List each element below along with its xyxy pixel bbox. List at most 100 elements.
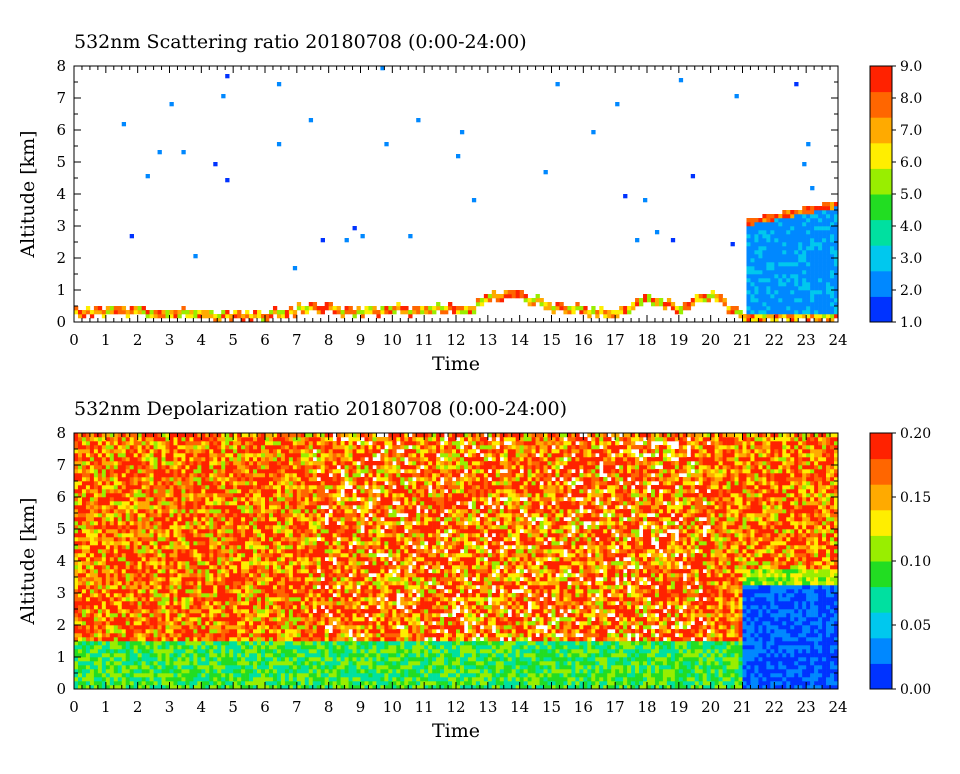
data-cell xyxy=(225,589,229,593)
data-cell xyxy=(225,629,229,633)
data-cell xyxy=(289,661,293,665)
data-cell xyxy=(122,617,126,621)
data-cell xyxy=(790,294,794,298)
data-cell xyxy=(209,621,213,625)
data-cell xyxy=(166,565,170,569)
data-cell xyxy=(74,513,78,517)
data-cell xyxy=(78,569,82,573)
data-cell xyxy=(142,673,146,677)
data-cell xyxy=(798,270,802,274)
data-cell xyxy=(241,641,245,645)
data-cell xyxy=(237,437,241,441)
data-cell xyxy=(217,433,221,437)
data-cell xyxy=(130,473,134,477)
data-cell xyxy=(197,497,201,501)
data-cell xyxy=(90,605,94,609)
data-cell xyxy=(94,477,98,481)
data-cell xyxy=(245,677,249,681)
data-cell xyxy=(150,585,154,589)
data-cell xyxy=(225,661,229,665)
data-cell xyxy=(142,310,146,314)
data-cell xyxy=(162,569,166,573)
data-cell xyxy=(229,601,233,605)
data-cell xyxy=(289,617,293,621)
data-cell xyxy=(416,118,420,122)
data-cell xyxy=(146,549,150,553)
data-cell xyxy=(130,585,134,589)
data-cell xyxy=(663,306,667,310)
data-cell xyxy=(229,641,233,645)
data-cell xyxy=(281,469,285,473)
data-cell xyxy=(181,489,185,493)
data-cell xyxy=(122,593,126,597)
data-cell xyxy=(154,469,158,473)
data-cell xyxy=(826,250,830,254)
data-cell xyxy=(94,617,98,621)
data-cell xyxy=(798,302,802,306)
data-cell xyxy=(265,469,269,473)
data-cell xyxy=(86,445,90,449)
data-cell xyxy=(261,533,265,537)
data-cell xyxy=(209,593,213,597)
data-cell xyxy=(277,453,281,457)
data-cell xyxy=(98,306,102,310)
data-cell xyxy=(221,597,225,601)
data-cell xyxy=(74,593,78,597)
data-cell xyxy=(229,657,233,661)
data-cell xyxy=(78,641,82,645)
data-cell xyxy=(269,561,273,565)
data-cell xyxy=(102,441,106,445)
data-cell xyxy=(118,533,122,537)
data-cell xyxy=(134,549,138,553)
data-cell xyxy=(269,537,273,541)
data-cell xyxy=(758,242,762,246)
data-cell xyxy=(146,445,150,449)
data-cell xyxy=(158,681,162,685)
data-cell xyxy=(118,509,122,513)
data-cell xyxy=(189,645,193,649)
data-cell xyxy=(126,669,130,673)
data-cell xyxy=(142,557,146,561)
data-cell xyxy=(818,210,822,214)
data-cell xyxy=(185,533,189,537)
data-cell xyxy=(197,569,201,573)
data-cell xyxy=(265,633,269,637)
data-cell xyxy=(277,665,281,669)
data-cell xyxy=(205,453,209,457)
data-cell xyxy=(82,613,86,617)
data-cell xyxy=(86,441,90,445)
data-cell xyxy=(810,274,814,278)
data-cell xyxy=(257,633,261,637)
data-cell xyxy=(197,493,201,497)
data-cell xyxy=(790,282,794,286)
x-tick-label: 19 xyxy=(669,331,688,349)
data-cell xyxy=(802,210,806,214)
data-cell xyxy=(241,557,245,561)
data-cell xyxy=(229,485,233,489)
data-cell xyxy=(150,597,154,601)
data-cell xyxy=(90,569,94,573)
data-cell xyxy=(766,306,770,310)
data-cell xyxy=(166,625,170,629)
data-cell xyxy=(245,629,249,633)
data-cell xyxy=(237,489,241,493)
data-cell xyxy=(233,310,237,314)
data-cell xyxy=(802,246,806,250)
data-cell xyxy=(233,465,237,469)
data-cell xyxy=(257,561,261,565)
data-cell xyxy=(297,465,301,469)
data-cell xyxy=(273,593,277,597)
data-cell xyxy=(146,641,150,645)
data-cell xyxy=(114,306,118,310)
data-cell xyxy=(233,593,237,597)
data-cell xyxy=(162,545,166,549)
data-cell xyxy=(810,278,814,282)
data-cell xyxy=(245,517,249,521)
data-cell xyxy=(162,633,166,637)
data-cell xyxy=(273,677,277,681)
data-cell xyxy=(114,637,118,641)
data-cell xyxy=(205,681,209,685)
data-cell xyxy=(285,505,289,509)
data-cell xyxy=(265,465,269,469)
data-cell xyxy=(460,130,464,134)
